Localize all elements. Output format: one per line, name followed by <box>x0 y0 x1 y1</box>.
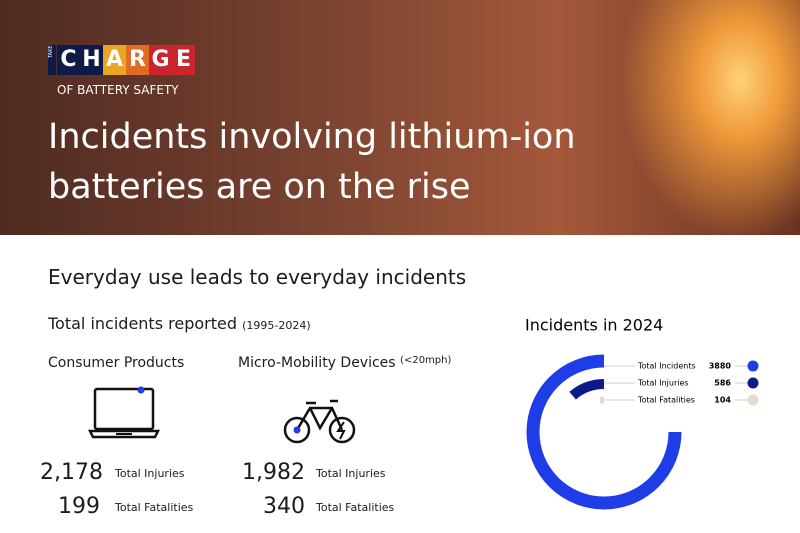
stat-value: 199 <box>58 494 100 519</box>
logo-letter: E <box>172 45 195 75</box>
hero-title: Incidents involving lithium-ion batterie… <box>48 117 576 207</box>
legend-dot <box>747 394 759 406</box>
section-title: Everyday use leads to everyday incidents <box>48 265 467 289</box>
legend-dot <box>747 377 759 389</box>
stat-value: 2,178 <box>40 460 103 485</box>
chart-title: Incidents in 2024 <box>525 316 663 335</box>
radial-bar <box>526 354 682 510</box>
group-name: Micro-Mobility Devices <box>238 355 396 371</box>
stat-value: 340 <box>263 494 305 519</box>
stat-label: Total Fatalities <box>316 501 395 514</box>
legend-value: 104 <box>714 396 731 405</box>
stat-label: Total Injuries <box>115 467 185 480</box>
group-note: (<20mph) <box>400 355 452 366</box>
stat-label: Total Fatalities <box>115 501 194 514</box>
group-title: Micro-Mobility Devices (<20mph) <box>238 355 451 371</box>
logo-letter: G <box>149 45 172 75</box>
group-name: Consumer Products <box>48 355 185 371</box>
radial-bar <box>569 379 605 400</box>
totals-heading: Total incidents reported <box>48 314 237 333</box>
stat-value: 1,982 <box>242 460 305 485</box>
legend-label: Total Injuries <box>637 379 689 388</box>
bike-icon <box>283 399 356 444</box>
legend-label: Total Incidents <box>637 362 696 371</box>
logo-take-box <box>48 45 56 75</box>
logo-letter: C <box>57 45 80 75</box>
legend-label: Total Fatalities <box>637 396 695 405</box>
logo-letter: A <box>103 45 126 75</box>
legend-dot <box>747 360 759 372</box>
laptop-icon <box>88 386 160 439</box>
stat-label: Total Injuries <box>316 467 386 480</box>
legend-value: 3880 <box>709 362 732 371</box>
logo-letter: H <box>80 45 103 75</box>
totals-period: (1995-2024) <box>242 319 311 332</box>
totals-title: Total incidents reported (1995-2024) <box>48 314 311 333</box>
logo-sub: OF BATTERY SAFETY <box>57 83 179 97</box>
legend-value: 586 <box>714 379 731 388</box>
logo-letter: R <box>126 45 149 75</box>
